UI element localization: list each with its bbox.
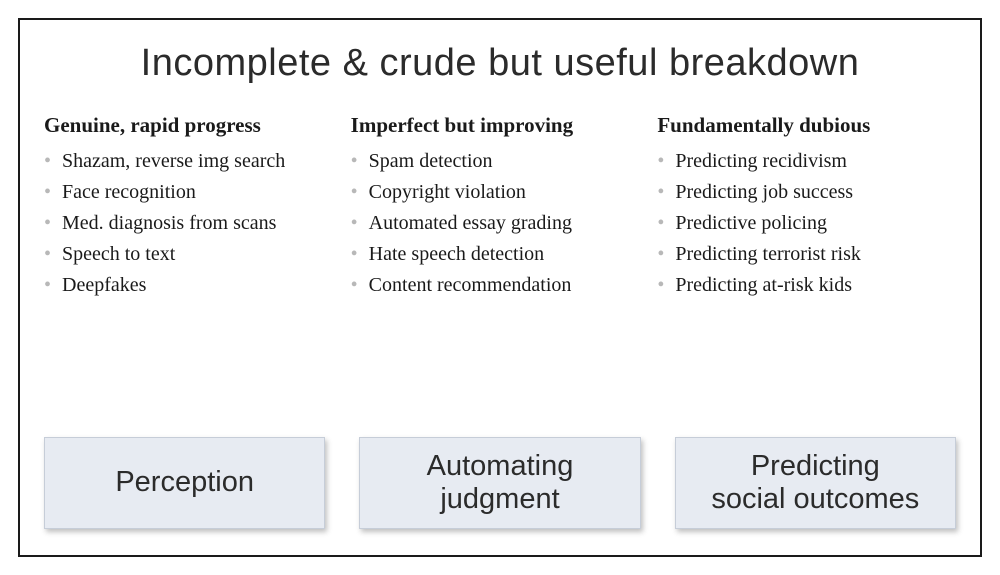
list-item: Predicting job success [657, 177, 956, 208]
category-label-automating-judgment: Automating judgment [359, 437, 640, 529]
column-heading: Genuine, rapid progress [44, 113, 343, 138]
list-item: Hate speech detection [351, 239, 650, 270]
list-item: Automated essay grading [351, 208, 650, 239]
slide-title: Incomplete & crude but useful breakdown [44, 42, 956, 85]
list-item: Med. diagnosis from scans [44, 208, 343, 239]
list-item: Predicting terrorist risk [657, 239, 956, 270]
list-item: Spam detection [351, 146, 650, 177]
column-fundamentally-dubious: Fundamentally dubious Predicting recidiv… [657, 113, 956, 301]
category-label-perception: Perception [44, 437, 325, 529]
list-item: Predicting at-risk kids [657, 270, 956, 301]
column-list: Predicting recidivism Predicting job suc… [657, 146, 956, 301]
column-heading: Fundamentally dubious [657, 113, 956, 138]
column-list: Spam detection Copyright violation Autom… [351, 146, 650, 301]
column-imperfect-improving: Imperfect but improving Spam detection C… [351, 113, 650, 301]
column-list: Shazam, reverse img search Face recognit… [44, 146, 343, 301]
list-item: Deepfakes [44, 270, 343, 301]
column-heading: Imperfect but improving [351, 113, 650, 138]
list-item: Predicting recidivism [657, 146, 956, 177]
list-item: Content recommendation [351, 270, 650, 301]
list-item: Predictive policing [657, 208, 956, 239]
slide-frame: Incomplete & crude but useful breakdown … [18, 18, 982, 557]
list-item: Copyright violation [351, 177, 650, 208]
category-label-predicting-outcomes: Predicting social outcomes [675, 437, 956, 529]
category-labels-row: Perception Automating judgment Predictin… [44, 437, 956, 529]
list-item: Speech to text [44, 239, 343, 270]
column-genuine-progress: Genuine, rapid progress Shazam, reverse … [44, 113, 343, 301]
list-item: Shazam, reverse img search [44, 146, 343, 177]
columns-container: Genuine, rapid progress Shazam, reverse … [44, 113, 956, 301]
list-item: Face recognition [44, 177, 343, 208]
